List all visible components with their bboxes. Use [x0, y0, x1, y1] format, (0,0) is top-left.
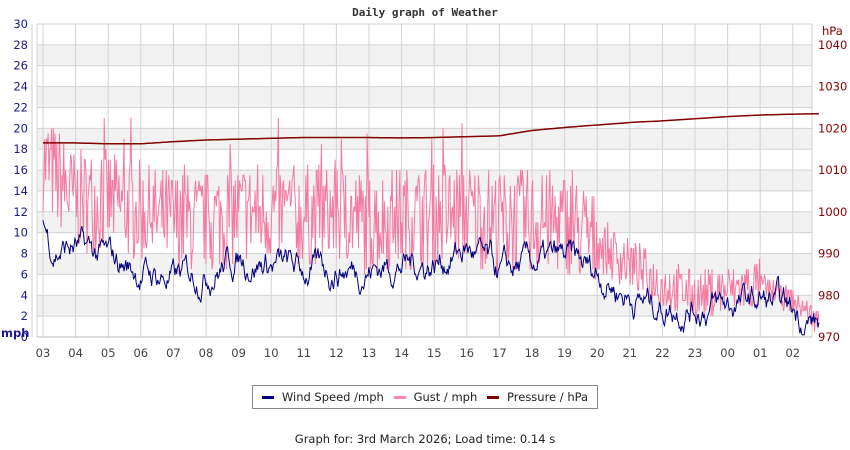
- y-left-tick: 24: [13, 80, 28, 94]
- x-tick: 17: [492, 346, 507, 360]
- y-left-tick: 2: [21, 309, 28, 323]
- data-series: [42, 112, 820, 336]
- chart-title: Daily graph of Weather: [352, 6, 498, 19]
- y-left-tick: 12: [13, 205, 28, 219]
- x-tick: 12: [329, 346, 344, 360]
- y-right-tick: 1000: [818, 205, 847, 219]
- legend-item-gust: Gust / mph: [393, 390, 478, 404]
- y-left-tick: 30: [13, 17, 28, 31]
- x-tick: 13: [362, 346, 377, 360]
- legend-label: Pressure / hPa: [507, 390, 589, 404]
- x-tick: 20: [590, 346, 605, 360]
- x-tick: 08: [199, 346, 214, 360]
- x-tick: 09: [231, 346, 246, 360]
- x-tick: 06: [133, 346, 148, 360]
- axis-labels: 0246810121416182022242628309709809901000…: [1, 17, 847, 360]
- y-right-tick: 990: [818, 247, 840, 261]
- y-left-tick: 22: [13, 100, 28, 114]
- y-left-tick: 20: [13, 121, 28, 135]
- y-left-tick: 4: [21, 288, 28, 302]
- y-left-unit: mph: [1, 326, 29, 340]
- y-right-tick: 980: [818, 288, 840, 302]
- y-left-tick: 14: [13, 184, 28, 198]
- wind-swatch-icon: [261, 395, 274, 399]
- x-tick: 14: [394, 346, 409, 360]
- x-tick: 01: [753, 346, 768, 360]
- legend-label: Gust / mph: [413, 390, 478, 404]
- y-left-tick: 0: [21, 330, 28, 344]
- y-left-tick: 8: [21, 247, 28, 261]
- x-tick: 03: [36, 346, 51, 360]
- y-right-tick: 1020: [818, 121, 847, 135]
- x-tick: 04: [68, 346, 83, 360]
- legend-label: Wind Speed /mph: [281, 390, 384, 404]
- y-left-tick: 18: [13, 142, 28, 156]
- y-left-tick: 16: [13, 163, 28, 177]
- x-tick: 16: [459, 346, 474, 360]
- x-tick: 10: [264, 346, 279, 360]
- pressure-swatch-icon: [487, 395, 500, 399]
- x-tick: 19: [557, 346, 572, 360]
- chart-plot: 0246810121416182022242628309709809901000…: [1, 17, 847, 360]
- x-tick: 07: [166, 346, 181, 360]
- x-tick: 18: [525, 346, 540, 360]
- x-tick: 15: [427, 346, 442, 360]
- footer-status: Graph for: 3rd March 2026; Load time: 0.…: [294, 432, 556, 446]
- legend-item-wind: Wind Speed /mph: [261, 390, 384, 404]
- legend-item-pressure: Pressure / hPa: [487, 390, 588, 404]
- x-tick: 21: [622, 346, 637, 360]
- y-right-tick: 970: [818, 330, 840, 344]
- y-left-tick: 6: [21, 267, 28, 281]
- gust-swatch-icon: [393, 395, 406, 399]
- x-tick: 23: [688, 346, 703, 360]
- y-left-tick: 28: [13, 38, 28, 52]
- y-right-tick: 1010: [818, 163, 847, 177]
- x-tick: 05: [101, 346, 116, 360]
- x-tick: 02: [785, 346, 800, 360]
- x-tick: 00: [720, 346, 735, 360]
- legend: Wind Speed /mph Gust / mph Pressure / hP…: [252, 385, 598, 409]
- y-right-tick: 1030: [818, 80, 847, 94]
- y-right-unit: hPa: [822, 24, 843, 38]
- x-tick: 22: [655, 346, 670, 360]
- y-right-tick: 1040: [818, 38, 847, 52]
- y-left-tick: 26: [13, 59, 28, 73]
- y-left-tick: 10: [13, 226, 28, 240]
- x-tick: 11: [296, 346, 311, 360]
